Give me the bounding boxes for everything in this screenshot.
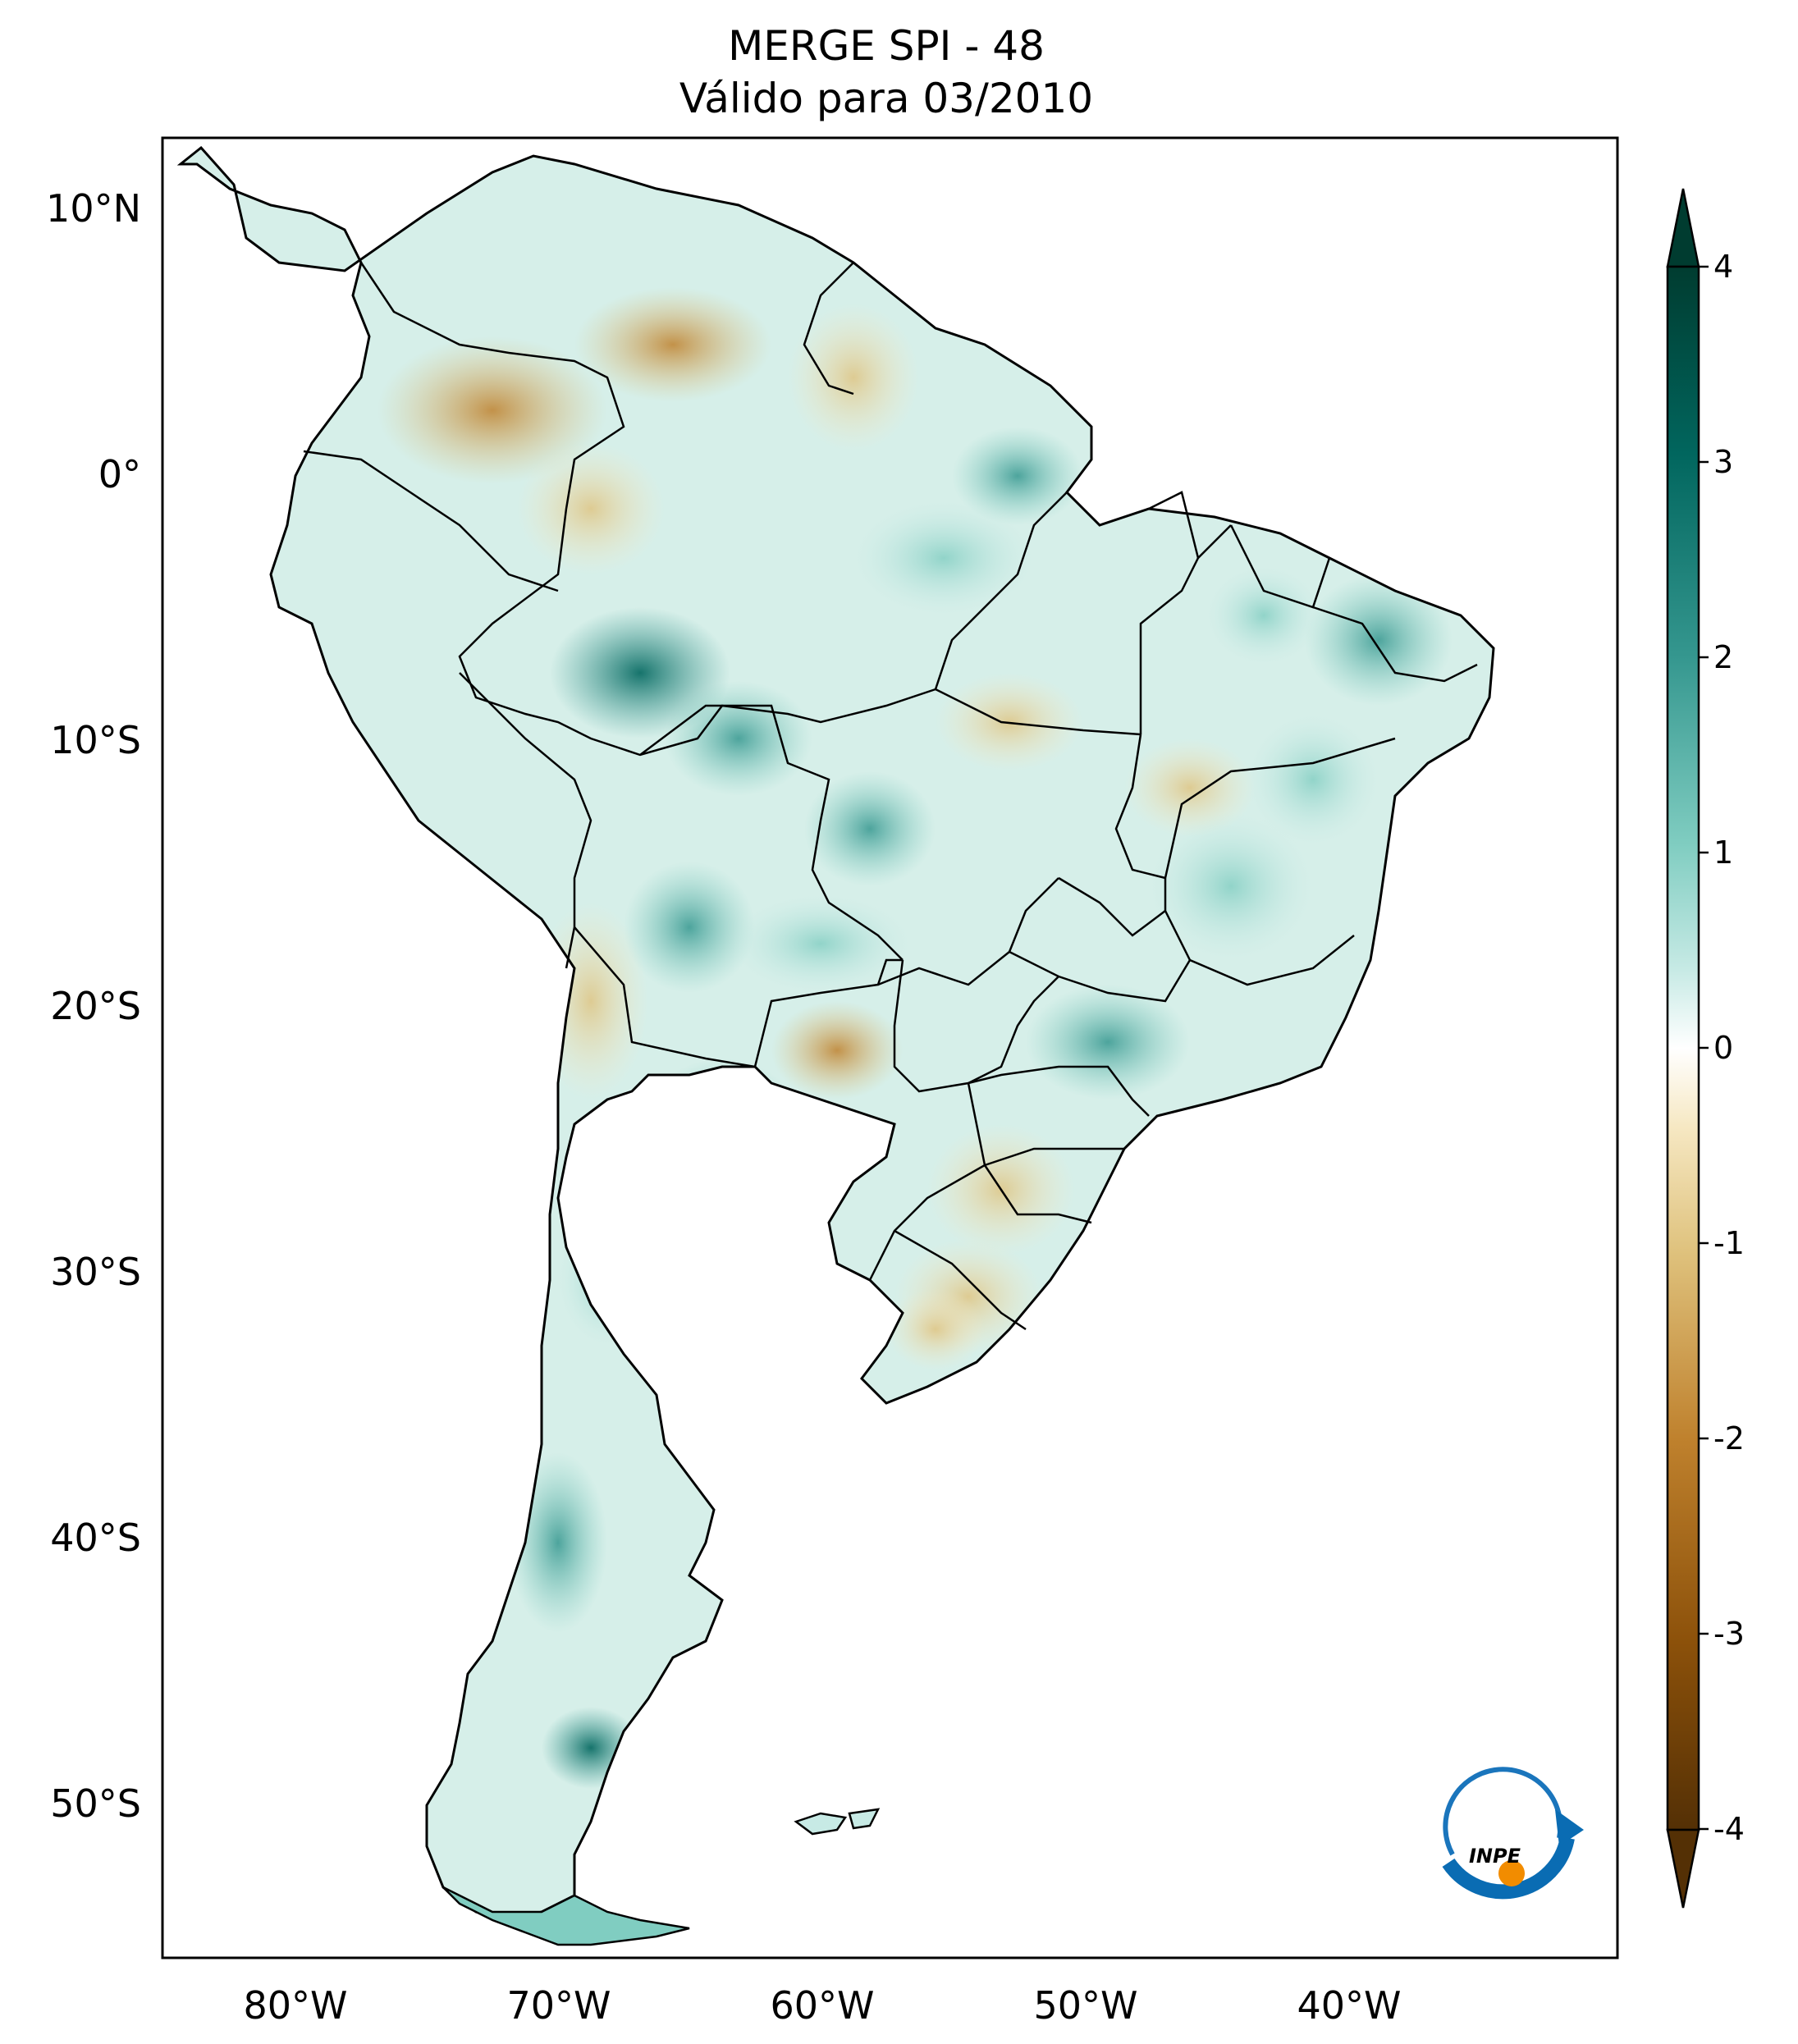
lat-label-10s: 10°S	[50, 718, 141, 762]
colorbar-tick: 1	[1713, 835, 1733, 871]
tierra-del-fuego	[442, 1886, 690, 1946]
colorbar-tick: 3	[1713, 444, 1733, 480]
colorbar-tick: 2	[1713, 639, 1733, 675]
lon-label-60w: 60°W	[770, 1983, 874, 2028]
colorbar-tick: -2	[1713, 1420, 1745, 1456]
longitude-axis: 80°W 70°W 60°W 50°W 40°W	[243, 1983, 1401, 2028]
lon-label-40w: 40°W	[1297, 1983, 1401, 2028]
colorbar: 4 3 2 1 0 -1 -2 -3 -4	[1666, 188, 1745, 1909]
country-borders	[303, 262, 1478, 1331]
lat-label-50s: 50°S	[50, 1781, 141, 1826]
continent-outline	[176, 145, 1495, 1922]
colorbar-min-extension	[1666, 1828, 1700, 1909]
lat-label-40s: 40°S	[50, 1516, 141, 1560]
colorbar-tick: -3	[1713, 1616, 1745, 1652]
colorbar-tick: -4	[1713, 1811, 1745, 1847]
lat-label-30s: 30°S	[50, 1250, 141, 1294]
lon-label-70w: 70°W	[506, 1983, 611, 2028]
lat-label-10n: 10°N	[46, 186, 141, 231]
colorbar-tick: -1	[1713, 1225, 1745, 1261]
colorbar-max-extension	[1666, 188, 1700, 268]
lat-label-0: 0°	[98, 452, 141, 496]
inpe-logo-icon: INPE	[1442, 1767, 1584, 1900]
lon-label-80w: 80°W	[243, 1983, 347, 2028]
lon-label-50w: 50°W	[1033, 1983, 1137, 2028]
colorbar-tick: 4	[1713, 249, 1733, 285]
colorbar-gradient	[1666, 265, 1700, 1831]
falkland-islands	[794, 1808, 881, 1836]
map-title: MERGE SPI - 48	[728, 22, 1045, 70]
colorbar-tick: 0	[1713, 1030, 1733, 1066]
map-subtitle: Válido para 03/2010	[679, 75, 1094, 122]
latitude-axis: 10°N 0° 10°S 20°S 30°S 40°S 50°S	[46, 186, 141, 1826]
lat-label-20s: 20°S	[50, 984, 141, 1028]
inpe-logo-text: INPE	[1469, 1845, 1521, 1868]
